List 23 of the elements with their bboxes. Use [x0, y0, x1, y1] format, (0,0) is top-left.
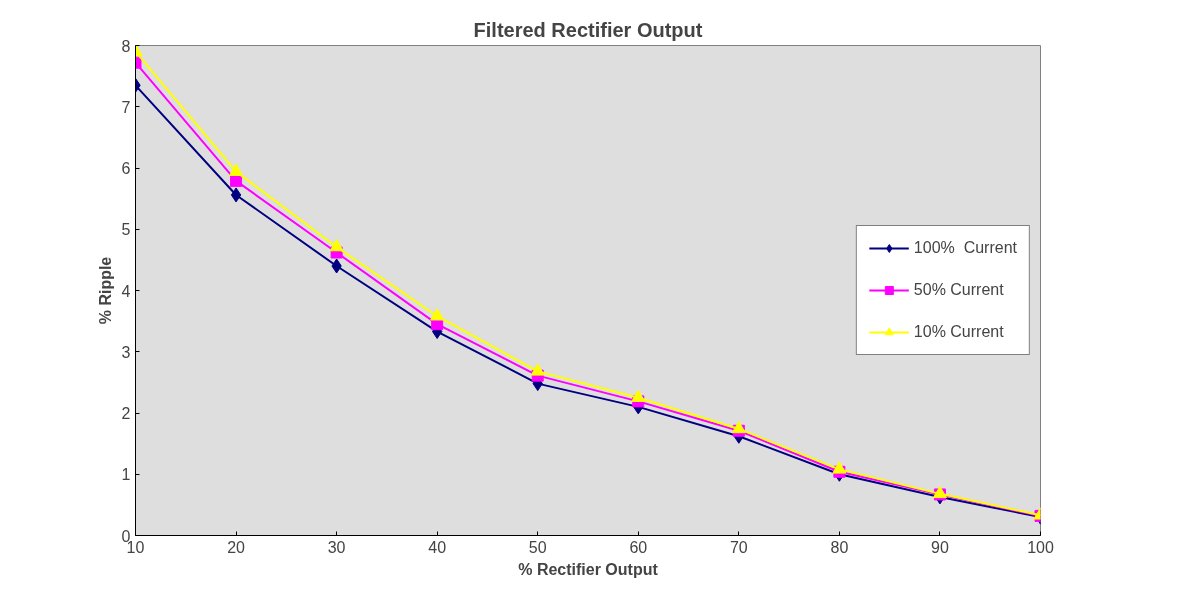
y-tick-label: 8	[121, 37, 131, 55]
x-tick-label: 80	[830, 538, 849, 556]
y-tick-label: 2	[121, 405, 131, 422]
legend-label: 50% Current	[913, 281, 1004, 299]
y-axis-title: % Ripple	[96, 256, 114, 325]
y-tick-label: 3	[121, 343, 131, 361]
y-tick-label: 4	[121, 282, 131, 300]
x-tick-label: 20	[227, 538, 246, 556]
y-tick-label: 1	[121, 466, 131, 484]
x-tick-label: 70	[729, 538, 748, 556]
x-axis-title: % Rectifier Output	[518, 560, 659, 578]
legend-label: 10% Current	[913, 323, 1004, 341]
x-tick-label: 50	[528, 538, 547, 556]
chart-title: Filtered Rectifier Output	[473, 18, 703, 41]
x-tick-label: 100	[1027, 538, 1054, 556]
x-tick-label: 30	[327, 538, 346, 556]
y-tick-label: 7	[121, 98, 131, 116]
y-tick-label: 5	[121, 221, 131, 239]
x-tick-label: 60	[629, 538, 648, 556]
y-tick-label: 6	[121, 160, 131, 177]
legend-label: 100% Current	[913, 239, 1017, 257]
x-tick-label: 90	[931, 538, 949, 556]
x-tick-label: 40	[428, 538, 447, 556]
